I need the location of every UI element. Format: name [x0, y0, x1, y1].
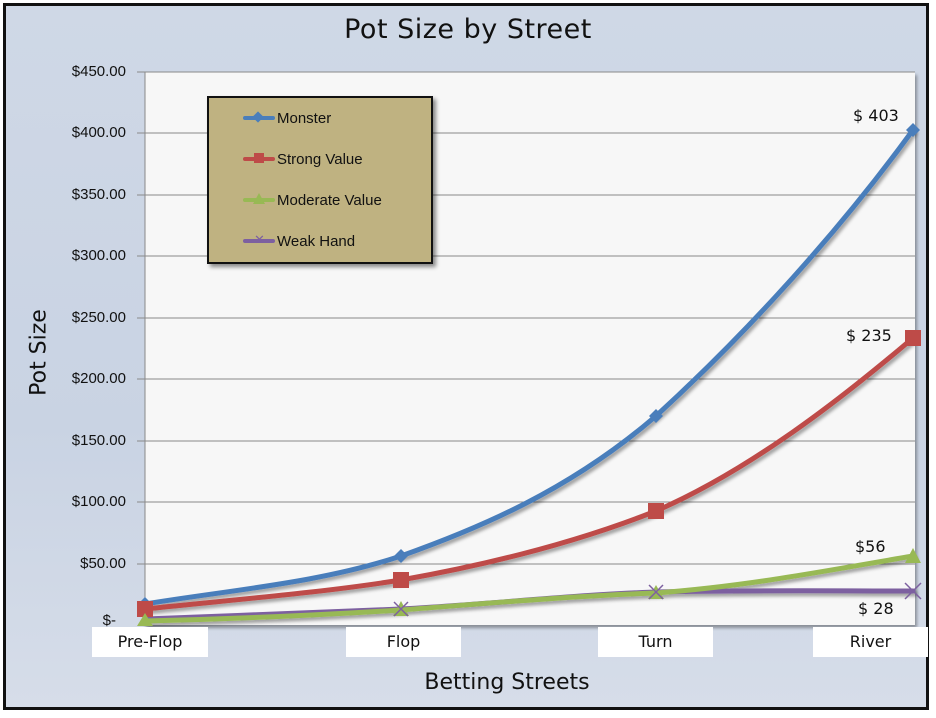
series-strong-value	[142, 335, 916, 612]
y-tick-label: $350.00	[71, 186, 126, 203]
y-tick-label: $250.00	[71, 309, 126, 326]
y-tick-label: $-	[102, 612, 116, 629]
y-tick-label: $300.00	[71, 247, 126, 264]
y-tick-label: $100.00	[71, 493, 126, 510]
y-tick-label: $150.00	[71, 432, 126, 449]
x-tick-label: River	[813, 627, 928, 657]
legend-item-weak-hand: ✕ Weak Hand	[243, 231, 355, 251]
legend: Monster Strong Value Moderate Value ✕ We…	[207, 96, 433, 264]
data-label-monster: $ 403	[853, 106, 899, 125]
data-label-weak: $ 28	[858, 599, 894, 618]
x-tick-label: Flop	[346, 627, 461, 657]
legend-item-strong-value: Strong Value	[243, 149, 363, 169]
markers	[137, 123, 922, 626]
x-tick-label: Turn	[598, 627, 713, 657]
x-marker-icon: ✕	[243, 232, 275, 248]
data-label-moderate: $56	[855, 537, 886, 556]
y-tick-label: $50.00	[80, 555, 126, 572]
chart-title: Pot Size by Street	[344, 14, 592, 45]
y-axis-label: Pot Size	[26, 309, 52, 396]
legend-item-monster: Monster	[243, 108, 331, 128]
data-label-strong: $ 235	[846, 326, 892, 345]
series-monster	[142, 127, 916, 607]
x-axis-label: Betting Streets	[424, 670, 590, 695]
x-tick-label: Pre-Flop	[92, 627, 208, 657]
diamond-marker-icon	[243, 111, 275, 125]
square-marker-icon	[243, 152, 275, 166]
legend-item-moderate-value: Moderate Value	[243, 190, 382, 210]
y-tick-label: $400.00	[71, 124, 126, 141]
y-tick-label: $200.00	[71, 370, 126, 387]
triangle-marker-icon	[243, 193, 275, 207]
y-tick-label: $450.00	[71, 63, 126, 80]
series-moderate-value	[142, 553, 916, 624]
